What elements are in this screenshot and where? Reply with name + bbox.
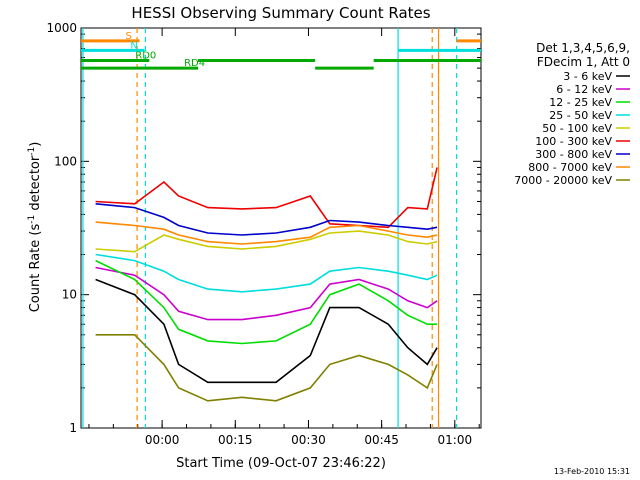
series-line-4 xyxy=(95,230,438,253)
plot-area: 1 10 100 1000 00:00 00:15 00:30 00:45 01:00 SNRD0… xyxy=(46,21,482,447)
date-stamp: 13-Feb-2010 15:31 xyxy=(554,467,630,476)
series-line-6 xyxy=(95,203,438,236)
x-tick-label-4: 01:00 xyxy=(438,433,473,447)
state-label-N: N xyxy=(130,40,137,51)
x-axis-label: Start Time (09-Oct-07 23:46:22) xyxy=(176,456,386,471)
series-line-5 xyxy=(95,167,438,229)
state-label-RD0: RD0 xyxy=(135,51,156,62)
series-line-0 xyxy=(95,278,438,384)
legend-header-1: Det 1,3,4,5,6,9, xyxy=(536,41,630,55)
x-tick-label-2: 00:30 xyxy=(291,433,326,447)
y-tick-label-2: 100 xyxy=(54,154,77,168)
legend-label-4: 50 - 100 keV xyxy=(542,122,612,135)
y-label-mid: detector xyxy=(28,155,43,215)
legend-label-7: 800 - 7000 keV xyxy=(528,161,612,174)
y-tick-label-3: 1000 xyxy=(46,21,77,35)
legend-label-8: 7000 - 20000 keV xyxy=(514,174,612,187)
legend-label-1: 6 - 12 keV xyxy=(556,83,612,96)
legend-header-2: FDecim 1, Att 0 xyxy=(537,55,630,69)
state-label-S: S xyxy=(126,31,132,42)
state-label-RD4: RD4 xyxy=(184,58,205,69)
y-label-main: Count Rate (s xyxy=(28,224,43,313)
x-tick-label-0: 00:00 xyxy=(145,433,180,447)
plot-frame xyxy=(80,27,482,429)
y-axis-label: Count Rate (s-1 detector-1) xyxy=(27,142,43,313)
legend-label-6: 300 - 800 keV xyxy=(535,148,612,161)
y-tick-label-0: 1 xyxy=(69,421,77,435)
series-line-7 xyxy=(95,221,438,245)
y-label-sup2: -1 xyxy=(27,147,37,156)
x-tick-label-1: 00:15 xyxy=(218,433,253,447)
legend-label-2: 12 - 25 keV xyxy=(549,96,612,109)
legend: Det 1,3,4,5,6,9, FDecim 1, Att 0 3 - 6 k… xyxy=(514,41,630,187)
series-line-2 xyxy=(95,259,438,345)
legend-label-0: 3 - 6 keV xyxy=(563,70,612,83)
series-line-1 xyxy=(95,266,438,321)
series-line-3 xyxy=(95,253,438,293)
x-tick-label-3: 00:45 xyxy=(364,433,399,447)
y-label-end: ) xyxy=(28,142,43,147)
chart-title: HESSI Observing Summary Count Rates xyxy=(131,4,430,22)
legend-label-3: 25 - 50 keV xyxy=(549,109,612,122)
y-tick-label-1: 10 xyxy=(62,288,77,302)
legend-label-5: 100 - 300 keV xyxy=(535,135,612,148)
y-label-sup1: -1 xyxy=(27,215,37,224)
series-line-8 xyxy=(95,333,438,402)
